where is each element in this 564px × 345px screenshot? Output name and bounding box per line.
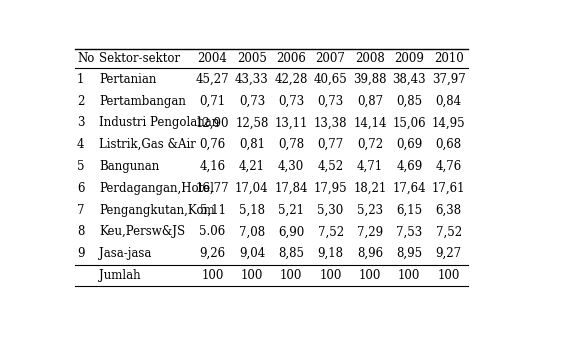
Text: 9: 9: [77, 247, 85, 260]
Text: 37,97: 37,97: [431, 73, 465, 86]
Text: 18,21: 18,21: [353, 182, 386, 195]
Text: 7,52: 7,52: [435, 225, 462, 238]
Text: 4,71: 4,71: [357, 160, 383, 173]
Text: 7,08: 7,08: [239, 225, 265, 238]
Text: 17,84: 17,84: [275, 182, 308, 195]
Text: 5,11: 5,11: [200, 204, 226, 217]
Text: Pertanian: Pertanian: [99, 73, 156, 86]
Text: 14,95: 14,95: [432, 117, 465, 129]
Text: 0,73: 0,73: [239, 95, 265, 108]
Text: 0,81: 0,81: [239, 138, 265, 151]
Text: 2010: 2010: [434, 52, 464, 66]
Text: 40,65: 40,65: [314, 73, 347, 86]
Text: 0,76: 0,76: [200, 138, 226, 151]
Text: 7,52: 7,52: [318, 225, 343, 238]
Text: Jasa-jasa: Jasa-jasa: [99, 247, 151, 260]
Text: 5: 5: [77, 160, 85, 173]
Text: 8,95: 8,95: [396, 247, 422, 260]
Text: 0,73: 0,73: [318, 95, 343, 108]
Text: 3: 3: [77, 117, 85, 129]
Text: 0,73: 0,73: [278, 95, 305, 108]
Text: 17,04: 17,04: [235, 182, 268, 195]
Text: 4,21: 4,21: [239, 160, 265, 173]
Text: 0,84: 0,84: [435, 95, 462, 108]
Text: 17,95: 17,95: [314, 182, 347, 195]
Text: 2008: 2008: [355, 52, 385, 66]
Text: Jumlah: Jumlah: [99, 269, 140, 282]
Text: 5.06: 5.06: [200, 225, 226, 238]
Text: 0,85: 0,85: [396, 95, 422, 108]
Text: 38,43: 38,43: [393, 73, 426, 86]
Text: Industri Pengolahan: Industri Pengolahan: [99, 117, 219, 129]
Text: 100: 100: [319, 269, 342, 282]
Text: 2: 2: [77, 95, 85, 108]
Text: 0,71: 0,71: [200, 95, 226, 108]
Text: 16,77: 16,77: [196, 182, 230, 195]
Text: No: No: [77, 52, 94, 66]
Text: Bangunan: Bangunan: [99, 160, 159, 173]
Text: 2005: 2005: [237, 52, 267, 66]
Text: 100: 100: [280, 269, 302, 282]
Text: Pertambangan: Pertambangan: [99, 95, 186, 108]
Text: 6: 6: [77, 182, 85, 195]
Text: 4: 4: [77, 138, 85, 151]
Text: 45,27: 45,27: [196, 73, 230, 86]
Text: 2004: 2004: [197, 52, 227, 66]
Text: 6,38: 6,38: [435, 204, 462, 217]
Text: 4,69: 4,69: [396, 160, 422, 173]
Text: 9,04: 9,04: [239, 247, 265, 260]
Text: 9,27: 9,27: [435, 247, 462, 260]
Text: Sektor-sektor: Sektor-sektor: [99, 52, 180, 66]
Text: 9,26: 9,26: [200, 247, 226, 260]
Text: 4,52: 4,52: [318, 160, 343, 173]
Text: 1: 1: [77, 73, 85, 86]
Text: Perdagangan,Hotel: Perdagangan,Hotel: [99, 182, 214, 195]
Text: 5,21: 5,21: [278, 204, 304, 217]
Text: 100: 100: [359, 269, 381, 282]
Text: 100: 100: [438, 269, 460, 282]
Text: 39,88: 39,88: [353, 73, 387, 86]
Text: Keu,Persw&JS: Keu,Persw&JS: [99, 225, 185, 238]
Text: 5,30: 5,30: [318, 204, 343, 217]
Text: 15,06: 15,06: [393, 117, 426, 129]
Text: 7,29: 7,29: [357, 225, 383, 238]
Text: 2009: 2009: [394, 52, 424, 66]
Text: 7: 7: [77, 204, 85, 217]
Text: 12,90: 12,90: [196, 117, 230, 129]
Text: 2007: 2007: [316, 52, 346, 66]
Text: 5,18: 5,18: [239, 204, 265, 217]
Text: 43,33: 43,33: [235, 73, 269, 86]
Text: 8,96: 8,96: [357, 247, 383, 260]
Text: 2006: 2006: [276, 52, 306, 66]
Text: 4,76: 4,76: [435, 160, 462, 173]
Text: 8: 8: [77, 225, 85, 238]
Text: 0,78: 0,78: [278, 138, 305, 151]
Text: 8,85: 8,85: [278, 247, 304, 260]
Text: 4,16: 4,16: [200, 160, 226, 173]
Text: 9,18: 9,18: [318, 247, 343, 260]
Text: 42,28: 42,28: [275, 73, 308, 86]
Text: 13,38: 13,38: [314, 117, 347, 129]
Text: Pengangkutan,Kom: Pengangkutan,Kom: [99, 204, 214, 217]
Text: 5,23: 5,23: [357, 204, 383, 217]
Text: 17,61: 17,61: [432, 182, 465, 195]
Text: 14,14: 14,14: [353, 117, 387, 129]
Text: 6,90: 6,90: [278, 225, 305, 238]
Text: 12,58: 12,58: [235, 117, 268, 129]
Text: 0,69: 0,69: [396, 138, 422, 151]
Text: 0,77: 0,77: [318, 138, 343, 151]
Text: 100: 100: [201, 269, 224, 282]
Text: 6,15: 6,15: [396, 204, 422, 217]
Text: 0,87: 0,87: [357, 95, 383, 108]
Text: 4,30: 4,30: [278, 160, 305, 173]
Text: 17,64: 17,64: [393, 182, 426, 195]
Text: 13,11: 13,11: [275, 117, 308, 129]
Text: 7,53: 7,53: [396, 225, 422, 238]
Text: 100: 100: [398, 269, 420, 282]
Text: 0,68: 0,68: [435, 138, 462, 151]
Text: 100: 100: [241, 269, 263, 282]
Text: 0,72: 0,72: [357, 138, 383, 151]
Text: Listrik,Gas &Air: Listrik,Gas &Air: [99, 138, 196, 151]
